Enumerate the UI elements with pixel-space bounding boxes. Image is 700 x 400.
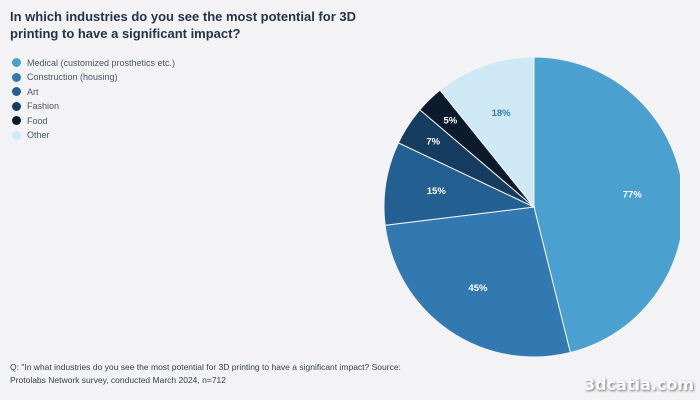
- legend-item: Fashion: [12, 100, 175, 113]
- legend-swatch: [12, 72, 21, 82]
- legend-item: Medical (customized prosthetics etc.): [12, 56, 175, 69]
- data-label: 15%: [427, 186, 447, 197]
- pie-slice: [533, 56, 680, 354]
- data-label: 45%: [468, 283, 488, 294]
- legend-swatch: [12, 58, 21, 67]
- legend-item: Art: [12, 85, 175, 98]
- data-label: 7%: [426, 136, 440, 147]
- pie-slice: [439, 56, 535, 209]
- pie-chart: 77% 45% 15% 7%5% 18%: [383, 56, 680, 358]
- legend-item: Construction (housing): [12, 71, 175, 84]
- legend-swatch: [12, 130, 21, 140]
- data-label: 5%: [443, 115, 457, 126]
- legend-swatch: [12, 116, 21, 125]
- legend-label: Art: [27, 86, 39, 97]
- legend-label: Fashion: [27, 101, 60, 111]
- pie-slice: [383, 142, 536, 226]
- legend-label: Medical (customized prosthetics etc.): [27, 57, 176, 68]
- legend-swatch: [12, 87, 21, 96]
- legend-item: Food: [12, 114, 175, 127]
- data-label: 18%: [492, 108, 512, 119]
- pie-slice: [384, 206, 571, 358]
- footnote: Q: "In what industries do you see the mo…: [10, 362, 401, 385]
- legend-label: Construction (housing): [27, 72, 118, 82]
- legend-item: Other: [12, 129, 175, 142]
- legend-label: Food: [27, 115, 48, 126]
- data-label: 77%: [623, 189, 643, 200]
- legend-swatch: [12, 101, 21, 111]
- legend: Medical (customized prosthetics etc.) Con…: [12, 56, 175, 143]
- watermark: 3dcatia.com: [583, 375, 694, 394]
- chart-title: In which industries do you see the most …: [10, 9, 356, 41]
- legend-label: Other: [27, 130, 50, 140]
